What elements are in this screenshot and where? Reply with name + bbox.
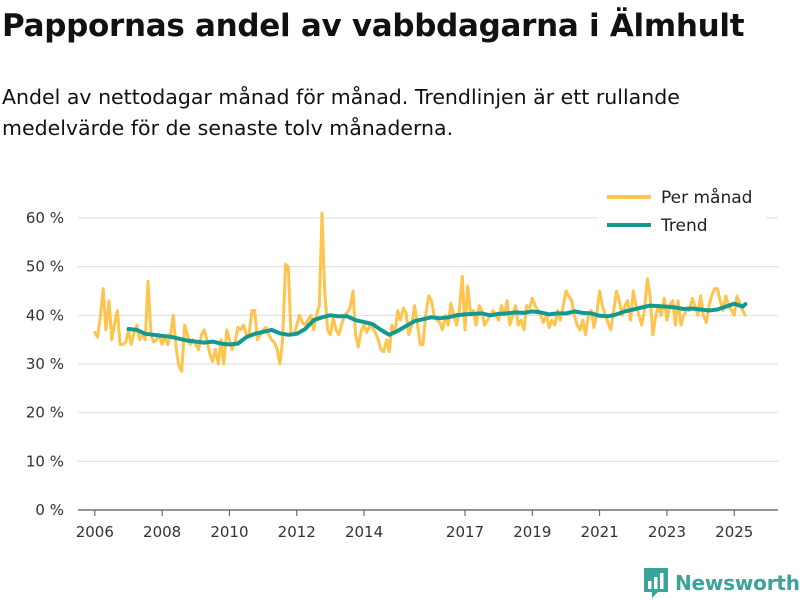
plot-area	[93, 211, 748, 373]
chart-subtitle: Andel av nettodagar månad för månad. Tre…	[2, 85, 680, 140]
newsworthy-logo-text: Newsworthy	[675, 571, 800, 595]
newsworthy-logo: Newsworthy	[644, 567, 800, 599]
y-tick-label: 40 %	[26, 306, 64, 324]
legend-label: Per månad	[661, 187, 752, 208]
y-tick-label: 0 %	[35, 501, 64, 519]
y-tick-label: 10 %	[26, 452, 64, 470]
chart-title: Pappornas andel av vabbdagarna i Älmhult	[2, 8, 745, 44]
x-tick-label: 2021	[581, 523, 619, 541]
x-tick-label: 2014	[345, 523, 383, 541]
y-tick-label: 60 %	[26, 209, 64, 227]
legend-label: Trend	[660, 216, 708, 236]
series-line-trend	[126, 301, 748, 347]
y-tick-label: 20 %	[26, 404, 64, 422]
legend: Per månad Trend	[598, 185, 766, 245]
y-tick-label: 50 %	[26, 258, 64, 276]
x-tick-label: 2010	[210, 523, 248, 541]
x-tick-label: 2008	[143, 523, 181, 541]
x-tick-label: 2023	[648, 523, 686, 541]
x-tick-label: 2006	[76, 523, 114, 541]
newsworthy-logo-icon	[644, 568, 668, 598]
x-tick-label: 2019	[513, 523, 551, 541]
x-tick-label: 2025	[715, 523, 753, 541]
x-axis: 2006 2008 2010 2012 2014 2017 2019 2021 2023 2025	[76, 510, 753, 541]
x-tick-label: 2012	[278, 523, 316, 541]
y-axis: 0 % 10 % 20 % 30 % 40 % 50 % 60 %	[26, 209, 64, 519]
x-tick-label: 2017	[446, 523, 484, 541]
y-tick-label: 30 %	[26, 355, 64, 373]
